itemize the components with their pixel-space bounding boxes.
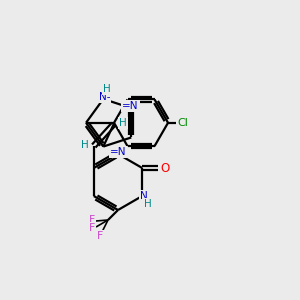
Text: =N: =N: [110, 147, 126, 157]
Text: F: F: [97, 231, 103, 241]
Text: H: H: [81, 140, 88, 150]
Text: F: F: [89, 223, 95, 233]
Text: Cl: Cl: [178, 118, 188, 128]
Text: =N: =N: [122, 101, 139, 111]
Text: F: F: [89, 215, 95, 225]
Text: H: H: [144, 199, 152, 209]
Text: N-: N-: [99, 92, 110, 102]
Text: O: O: [160, 161, 170, 175]
Text: H: H: [103, 84, 111, 94]
Text: N: N: [140, 191, 148, 201]
Text: H: H: [119, 118, 127, 128]
